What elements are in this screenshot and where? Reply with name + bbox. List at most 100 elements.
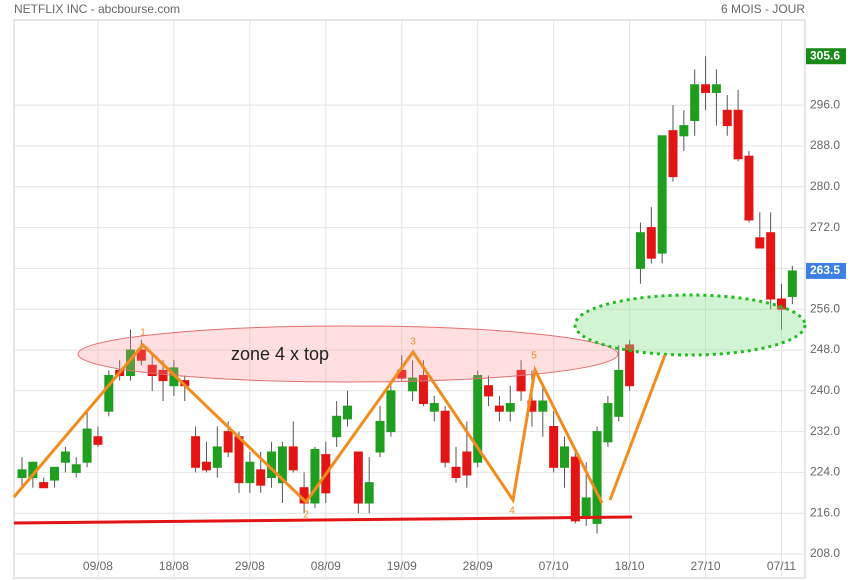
candle-body [462,451,472,476]
candle-body [17,469,27,479]
max-value-label-box [806,48,846,65]
candle-body [722,109,732,127]
x-tick-label: 29/08 [235,559,265,573]
wave-label: 4 [509,506,515,517]
candle-body [82,428,92,463]
y-tick-label: 224.0 [810,465,840,479]
candle-body [212,446,222,468]
candle-body [93,436,103,445]
zone-ellipse [77,325,619,383]
wave-label: 5 [531,351,537,362]
candle-body [733,109,743,160]
x-tick-label: 18/08 [159,559,189,573]
candle-body [668,130,678,178]
max-value-label: 305.6 [810,48,840,62]
candle-body [50,466,60,481]
candle-body [690,84,700,121]
candle-body [104,375,114,412]
support-ellipse [573,293,807,357]
x-tick-label: 09/08 [83,559,113,573]
labels: 208.0216.0224.0232.0240.0248.0256.0264.0… [83,48,846,573]
candle-body [451,466,461,479]
x-tick-label: 18/10 [615,559,645,573]
grid-layer [14,20,805,578]
candle-body [505,403,515,412]
candle-body [386,390,396,433]
wave-line [12,342,604,505]
candle-body [614,369,624,417]
candle-body [538,400,548,412]
y-tick-label: 296.0 [810,97,840,111]
candle-body [256,469,266,486]
last-value-label: 263.5 [810,263,840,277]
candle-body [787,270,797,297]
x-tick-label: 27/10 [691,559,721,573]
candle-body [408,377,418,392]
y-tick-label: 208.0 [810,546,840,560]
candle-body [39,482,49,489]
candle-body [136,349,146,361]
chart-subtitle: 6 MOIS - JOUR [721,2,805,16]
y-tick-label: 288.0 [810,138,840,152]
candle-body [191,436,201,468]
candle-body [429,403,439,412]
candle-body [343,405,352,420]
candle-body [603,403,613,443]
candle-body [60,451,70,463]
drawings: zone 4 x top 1 2 3 4 5 [12,293,807,525]
y-tick-label: 248.0 [810,342,840,356]
zone-label: zone 4 x top [231,344,329,364]
candle-body [744,155,754,221]
candle-body [223,431,233,453]
candle-body [625,344,635,387]
candle-body [201,461,211,471]
candle-body [277,446,287,484]
candle-body [679,125,689,137]
candle-body [494,405,504,412]
candle-body [711,84,721,93]
candle-body [635,232,645,269]
x-tick-label: 08/09 [311,559,341,573]
y-tick-label: 232.0 [810,424,840,438]
candle-body [560,446,569,468]
y-tick-label: 216.0 [810,505,840,519]
candle-body [592,431,602,524]
candle-body [516,369,526,392]
candle-body [701,84,711,93]
candle-body [375,420,385,453]
candle-body [581,497,591,519]
candle-body [245,461,255,484]
candle-body [766,232,776,300]
wave-projection [608,354,667,501]
candle-body [755,237,765,249]
candle-body [310,448,320,504]
candle-body [288,446,298,471]
candle-body [158,369,168,382]
candle-body [473,375,483,463]
candle-body [484,385,494,397]
wave-label: 2 [303,510,309,521]
candle-body [353,451,363,504]
candle-body [234,436,244,484]
candle-body [657,135,667,254]
x-tick-label: 07/11 [767,559,796,573]
candles [17,56,797,534]
candle-body [418,375,428,405]
y-tick-label: 280.0 [810,179,840,193]
chart-title: NETFLIX INC - abcbourse.com [14,2,180,16]
x-tick-label: 07/10 [539,559,569,573]
wave-label: 3 [410,337,416,348]
candle-body [71,464,81,473]
x-tick-label: 19/09 [387,559,417,573]
candle-body [332,415,342,438]
candle-body [549,426,559,468]
y-tick-label: 272.0 [810,220,840,234]
candle-body [646,227,656,259]
candle-body [364,482,374,504]
support-line [13,515,633,525]
x-tick-label: 28/09 [463,559,493,573]
y-tick-label: 256.0 [810,301,840,315]
wave-label: 1 [140,328,146,339]
last-value-label-box [806,262,846,279]
